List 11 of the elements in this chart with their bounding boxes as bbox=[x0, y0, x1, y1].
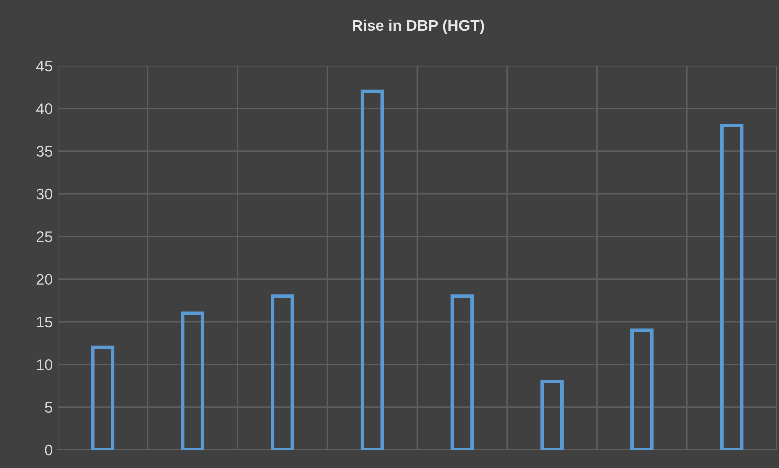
y-tick-label: 35 bbox=[36, 146, 52, 158]
y-tick-label: 20 bbox=[36, 274, 53, 286]
y-tick-label: 40 bbox=[36, 104, 53, 114]
y-tick-label: 25 bbox=[36, 232, 52, 242]
y-tick-label: 15 bbox=[37, 317, 52, 328]
y-tick-label: 0 bbox=[45, 444, 53, 456]
y-tick-label: 5 bbox=[45, 402, 52, 414]
y-tick-label: 45 bbox=[36, 61, 52, 72]
chart-title: Rise in DBP (HGT) bbox=[353, 20, 484, 34]
y-tick-label: 10 bbox=[37, 360, 53, 370]
y-tick-label: 30 bbox=[36, 188, 53, 200]
